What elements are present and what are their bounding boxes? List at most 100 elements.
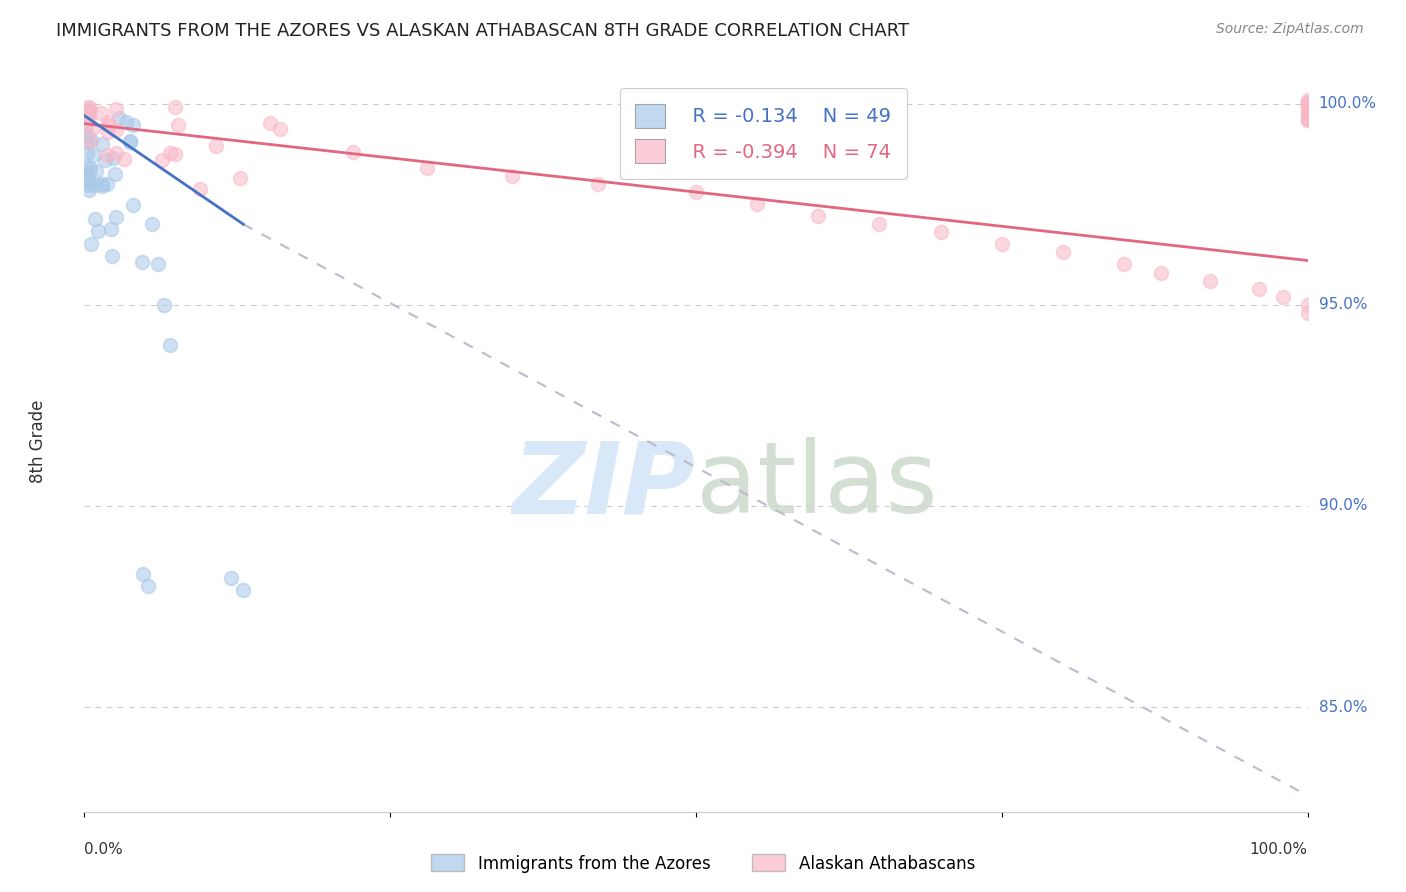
Point — [108, 112, 131, 126]
Point — [118, 136, 141, 150]
Point — [747, 197, 769, 211]
Point — [104, 102, 127, 116]
Point — [159, 146, 181, 161]
Point — [131, 255, 153, 269]
Point — [165, 100, 187, 114]
Point — [1296, 95, 1319, 109]
Point — [87, 224, 110, 238]
Text: 95.0%: 95.0% — [1319, 297, 1367, 312]
Point — [1114, 258, 1136, 272]
Point — [259, 116, 281, 130]
Point — [1198, 274, 1220, 288]
Point — [121, 198, 143, 212]
Point — [79, 161, 101, 175]
Point — [105, 211, 128, 225]
Point — [104, 167, 127, 181]
Text: ZIP: ZIP — [513, 437, 696, 534]
Legend: Immigrants from the Azores, Alaskan Athabascans: Immigrants from the Azores, Alaskan Atha… — [425, 847, 981, 880]
Point — [991, 237, 1014, 252]
Point — [163, 146, 186, 161]
Point — [1272, 290, 1295, 304]
Point — [416, 161, 439, 175]
Text: Source: ZipAtlas.com: Source: ZipAtlas.com — [1216, 22, 1364, 37]
Point — [96, 148, 118, 162]
Point — [1052, 245, 1074, 260]
Point — [807, 209, 830, 223]
Point — [90, 178, 112, 193]
Point — [77, 104, 100, 119]
Point — [219, 571, 242, 585]
Point — [90, 106, 112, 120]
Point — [1296, 306, 1319, 320]
Text: IMMIGRANTS FROM THE AZORES VS ALASKAN ATHABASCAN 8TH GRADE CORRELATION CHART: IMMIGRANTS FROM THE AZORES VS ALASKAN AT… — [56, 22, 910, 40]
Point — [77, 183, 100, 197]
Point — [1296, 99, 1319, 113]
Point — [77, 100, 100, 114]
Point — [1296, 110, 1319, 124]
Point — [1296, 96, 1319, 111]
Point — [83, 178, 105, 192]
Point — [205, 138, 228, 153]
Point — [73, 171, 96, 186]
Point — [122, 118, 145, 132]
Point — [167, 119, 190, 133]
Point — [1296, 106, 1319, 120]
Point — [76, 145, 98, 160]
Point — [75, 118, 97, 132]
Point — [586, 177, 609, 191]
Point — [685, 185, 707, 199]
Point — [153, 298, 176, 312]
Point — [76, 135, 98, 149]
Point — [76, 128, 98, 142]
Point — [77, 104, 100, 119]
Point — [502, 169, 524, 183]
Point — [101, 151, 124, 165]
Legend:   R = -0.134    N = 49,   R = -0.394    N = 74: R = -0.134 N = 49, R = -0.394 N = 74 — [620, 88, 907, 178]
Text: 0.0%: 0.0% — [84, 842, 124, 857]
Point — [115, 114, 138, 128]
Point — [96, 178, 118, 192]
Point — [84, 163, 107, 178]
Point — [94, 153, 117, 167]
Point — [96, 125, 118, 139]
Point — [98, 119, 121, 133]
Point — [136, 579, 159, 593]
Point — [77, 110, 100, 124]
Point — [75, 160, 97, 174]
Point — [146, 258, 169, 272]
Text: atlas: atlas — [696, 437, 938, 534]
Point — [97, 114, 120, 128]
Point — [100, 221, 122, 235]
Point — [1296, 97, 1319, 112]
Point — [1296, 112, 1319, 127]
Text: 85.0%: 85.0% — [1319, 699, 1367, 714]
Point — [159, 338, 181, 352]
Point — [132, 567, 155, 582]
Point — [1296, 97, 1319, 112]
Point — [84, 211, 107, 226]
Point — [1296, 103, 1319, 118]
Point — [232, 583, 254, 598]
Text: 100.0%: 100.0% — [1319, 96, 1376, 111]
Point — [1296, 112, 1319, 126]
Point — [141, 217, 163, 231]
Point — [1296, 95, 1319, 110]
Text: 90.0%: 90.0% — [1319, 499, 1367, 514]
Point — [80, 133, 103, 147]
Point — [1296, 101, 1319, 115]
Point — [150, 153, 173, 167]
Point — [929, 225, 952, 239]
Point — [869, 217, 891, 231]
Point — [79, 101, 101, 115]
Point — [1150, 266, 1173, 280]
Point — [101, 249, 124, 263]
Text: 8th Grade: 8th Grade — [30, 400, 46, 483]
Point — [82, 120, 104, 135]
Point — [120, 134, 142, 148]
Point — [1296, 93, 1319, 107]
Point — [229, 171, 252, 186]
Point — [112, 153, 135, 167]
Point — [80, 237, 103, 252]
Point — [82, 148, 104, 162]
Point — [188, 182, 211, 196]
